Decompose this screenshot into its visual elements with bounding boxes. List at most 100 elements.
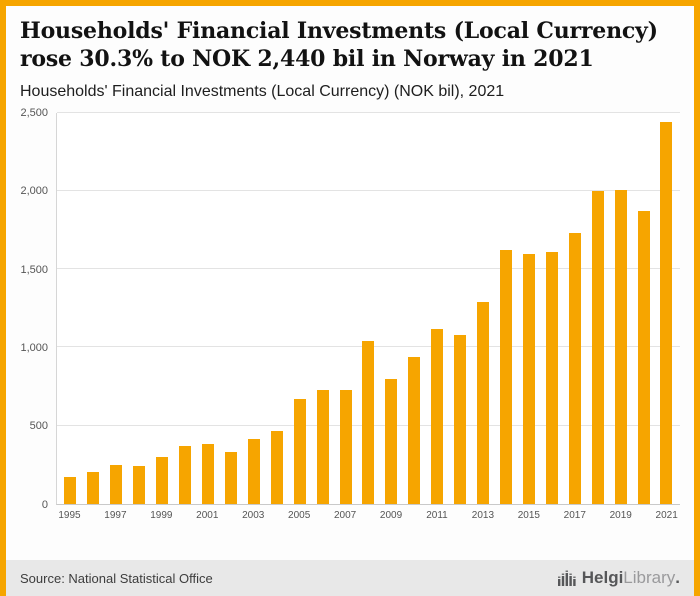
x-tick-label: 1995 <box>58 509 81 521</box>
bar-column <box>151 113 174 504</box>
helgilibrary-logo-icon <box>557 570 576 586</box>
x-tick-label <box>494 505 517 527</box>
bar-2012 <box>454 335 467 504</box>
bar-2009 <box>385 378 398 504</box>
bar-2013 <box>477 301 490 504</box>
bar-column <box>449 113 472 504</box>
bar-column <box>632 113 655 504</box>
bar-2015 <box>522 253 535 504</box>
chart-area: 0 500 1,000 1,500 2,000 2,500 1995 1997 1999 200… <box>6 103 694 529</box>
bar-2006 <box>316 389 329 504</box>
x-tick-label: 2003 <box>242 509 265 521</box>
bar-2016 <box>545 252 558 504</box>
bar-column <box>334 113 357 504</box>
bar-2004 <box>270 431 283 504</box>
bar-column <box>197 113 220 504</box>
chart-subtitle: Households' Financial Investments (Local… <box>20 82 505 100</box>
x-tick-label <box>265 505 288 527</box>
bar-column <box>311 113 334 504</box>
bar-2001 <box>201 444 214 504</box>
x-tick-label <box>632 505 655 527</box>
x-tick-label: 1997 <box>104 509 127 521</box>
helgilibrary-logo-text: HelgiLibrary. <box>582 568 680 588</box>
y-tick-label: 1,500 <box>20 263 48 276</box>
x-tick-label: 2001 <box>196 509 219 521</box>
chart-headline: Households' Financial Investments (Local… <box>20 18 658 72</box>
bar-2021 <box>660 122 673 504</box>
y-tick-label: 1,000 <box>20 342 48 355</box>
bar-column <box>609 113 632 504</box>
bar-2003 <box>247 439 260 504</box>
x-tick-label <box>357 505 380 527</box>
bar-1999 <box>156 456 169 504</box>
bar-column <box>357 113 380 504</box>
x-tick-label <box>448 505 471 527</box>
bar-2005 <box>293 398 306 504</box>
x-tick-label <box>219 505 242 527</box>
bar-column <box>403 113 426 504</box>
bar-column <box>174 113 197 504</box>
x-tick-label: 2009 <box>379 509 403 521</box>
x-tick-label <box>127 505 150 527</box>
bar-column <box>59 113 82 504</box>
y-axis: 0 500 1,000 1,500 2,000 2,500 <box>16 107 56 511</box>
bar-column <box>242 113 265 504</box>
bar-2019 <box>614 189 627 504</box>
bar-column <box>265 113 288 504</box>
x-tick-label: 2013 <box>471 509 495 521</box>
y-tick-label: 500 <box>29 420 48 433</box>
bar-column <box>82 113 105 504</box>
y-tick-label: 0 <box>41 498 48 511</box>
helgilibrary-logo[interactable]: HelgiLibrary. <box>557 568 680 588</box>
bar-2008 <box>362 341 375 504</box>
bar-2020 <box>637 210 650 504</box>
x-tick-label <box>540 505 563 527</box>
bar-column <box>380 113 403 504</box>
x-tick-label: 2011 <box>426 509 448 521</box>
bar-2000 <box>179 446 192 504</box>
bar-column <box>288 113 311 504</box>
bar-1995 <box>64 476 77 504</box>
y-tick-label: 2,500 <box>20 106 48 119</box>
bar-1997 <box>110 464 123 504</box>
bar-column <box>586 113 609 504</box>
bar-2011 <box>431 329 444 504</box>
chart-header: Households' Financial Investments (Local… <box>6 6 694 103</box>
x-tick-label <box>173 505 196 527</box>
bars-row <box>57 113 680 504</box>
logo-part-bold: Helgi <box>581 568 624 587</box>
x-tick-label: 1999 <box>150 509 173 521</box>
bar-column <box>495 113 518 504</box>
chart-grid: 0 500 1,000 1,500 2,000 2,500 1995 1997 1999 200… <box>16 107 680 527</box>
bar-column <box>128 113 151 504</box>
bar-column <box>472 113 495 504</box>
bar-column <box>219 113 242 504</box>
source-text: Source: National Statistical Office <box>20 570 213 586</box>
bar-2007 <box>339 389 352 504</box>
bar-column <box>105 113 128 504</box>
gridline <box>57 268 680 270</box>
bar-1998 <box>133 465 146 504</box>
x-tick-label: 2007 <box>333 509 357 521</box>
x-tick-label: 2005 <box>288 509 311 521</box>
y-tick-label: 2,000 <box>20 185 48 198</box>
x-tick-label: 2019 <box>609 509 632 521</box>
x-tick-label: 2017 <box>563 509 586 521</box>
logo-suffix: . <box>675 568 680 587</box>
plot-area <box>56 111 680 505</box>
bar-2018 <box>591 190 604 504</box>
bar-2002 <box>224 452 237 504</box>
footer: Source: National Statistical Office Helg… <box>6 560 694 596</box>
x-tick-label <box>403 505 426 527</box>
gridline <box>57 111 680 113</box>
bar-column <box>563 113 586 504</box>
bar-column <box>426 113 449 504</box>
x-tick-label: 2021 <box>655 509 678 521</box>
gridline <box>57 190 680 192</box>
bar-2010 <box>408 357 421 504</box>
bar-column <box>655 113 678 504</box>
bar-column <box>517 113 540 504</box>
bar-2017 <box>568 233 581 504</box>
x-tick-label: 2015 <box>517 509 540 521</box>
logo-part-light: Library <box>623 568 676 587</box>
